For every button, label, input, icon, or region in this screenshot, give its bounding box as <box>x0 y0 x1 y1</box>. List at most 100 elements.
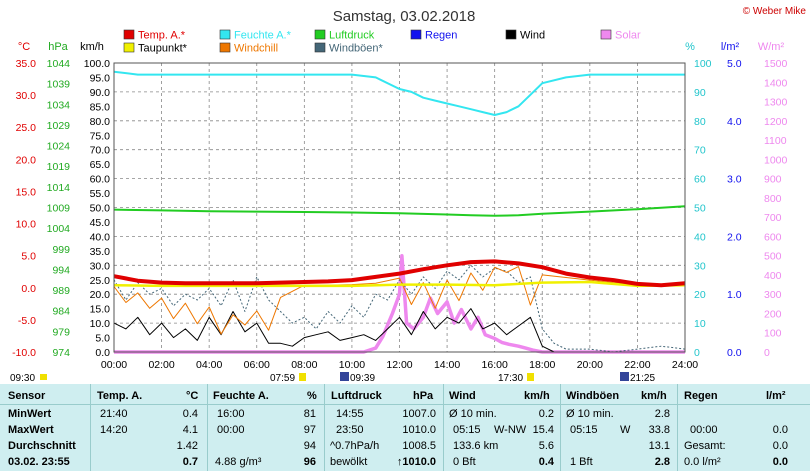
rain-axis-tick: 0.0 <box>727 347 742 359</box>
legend-swatch <box>219 29 231 40</box>
legend-swatch <box>219 42 231 53</box>
now-press-value: ↑1010.0 <box>396 456 436 468</box>
max-temp-value: 4.1 <box>182 424 198 436</box>
legend-label: Windchill <box>234 43 278 55</box>
legend-label: Luftdruck <box>329 30 375 42</box>
temp-axis-tick: 30.0 <box>16 90 37 102</box>
min-wind-label: Ø 10 min. <box>449 408 497 420</box>
temp-axis-tick: 35.0 <box>16 58 37 70</box>
hpa-axis-tick: 1019 <box>47 161 71 173</box>
x-axis-tick: 16:00 <box>482 359 508 371</box>
kmh-axis-tick: 100.0 <box>84 58 110 70</box>
hpa-axis-tick: 979 <box>52 326 70 338</box>
avg-wind-distance: 133.6 km <box>453 440 499 452</box>
kmh-axis-tick: 95.0 <box>90 72 111 84</box>
kmh-axis-tick: 45.0 <box>90 217 111 229</box>
min-press-value: 1007.0 <box>402 408 436 420</box>
series-line-feuchte-a <box>113 70 685 116</box>
solar-axis-tick: 500 <box>764 251 782 263</box>
x-axis-tick: 02:00 <box>148 359 174 371</box>
series-line-solar <box>114 253 685 354</box>
max-press-time: 23:50 <box>336 424 364 436</box>
hpa-axis-tick: 1029 <box>47 120 71 132</box>
min-hum-time: 16:00 <box>217 408 245 420</box>
row-label-avg: Durchschnitt <box>8 440 76 452</box>
header-rain: Regen <box>684 390 718 402</box>
legend-label: Taupunkt* <box>138 43 188 55</box>
hpa-axis-tick: 1039 <box>47 79 71 91</box>
legend-label: Temp. A.* <box>138 30 186 42</box>
hpa-axis-tick: 994 <box>52 264 70 276</box>
marker-noon-icon <box>527 373 534 381</box>
series-line-taupunkt <box>113 280 686 288</box>
hpa-axis-tick: 1034 <box>47 99 71 111</box>
kmh-axis-tick: 70.0 <box>90 145 111 157</box>
marker-sunrise: 07:59 <box>270 373 295 384</box>
legend-label: Regen <box>425 30 457 42</box>
marker-mid-icon <box>340 372 349 381</box>
legend-swatch <box>314 29 326 40</box>
marker-mid: 09:39 <box>350 373 375 384</box>
row-label-max: MaxWert <box>8 424 54 436</box>
marker-left-icon <box>40 374 47 380</box>
kmh-axis-tick: 60.0 <box>90 174 111 186</box>
solar-axis-tick: 800 <box>764 193 782 205</box>
header-wind: Wind <box>449 390 476 402</box>
marker-left: 09:30 <box>10 373 35 384</box>
min-temp-value: 0.4 <box>182 408 198 420</box>
series-line-windb-en <box>113 264 686 353</box>
x-axis-tick: 08:00 <box>291 359 317 371</box>
temp-axis-tick: 10.0 <box>16 219 37 231</box>
x-axis-tick: 04:00 <box>196 359 222 371</box>
pct-axis-tick: 80 <box>694 116 706 128</box>
max-wind-time: 05:15 <box>453 424 481 436</box>
pct-axis-unit: % <box>685 41 695 53</box>
header-sensor: Sensor <box>8 390 46 402</box>
col-separator <box>443 384 444 471</box>
series-line-windchill <box>113 266 686 335</box>
temp-axis-tick: 0.0 <box>21 283 36 295</box>
solar-axis-tick: 400 <box>764 270 782 282</box>
temp-axis-unit: °C <box>18 41 30 53</box>
solar-axis-tick: 0 <box>764 347 770 359</box>
hpa-axis-tick: 1009 <box>47 203 71 215</box>
min-temp-time: 21:40 <box>100 408 128 420</box>
copyright-text: © Weber Mike <box>743 6 807 17</box>
col-separator <box>207 384 208 471</box>
x-axis-tick: 00:00 <box>101 359 127 371</box>
avg-wind-value: 5.6 <box>538 440 554 452</box>
pct-axis-tick: 90 <box>694 87 706 99</box>
min-gust-value: 2.8 <box>654 408 670 420</box>
kmh-axis-unit: km/h <box>80 41 104 53</box>
legend-swatch <box>123 29 135 40</box>
x-axis-tick: 10:00 <box>339 359 365 371</box>
legend-label: Feuchte A.* <box>234 30 292 42</box>
solar-axis-tick: 600 <box>764 231 782 243</box>
now-wind-bft: 0 Bft <box>453 456 476 468</box>
row-label-min: MinWert <box>8 408 52 420</box>
col-separator <box>560 384 561 471</box>
solar-axis-tick: 1000 <box>764 154 788 166</box>
legend-label: Wind <box>520 30 545 42</box>
hpa-axis-unit: hPa <box>48 41 68 53</box>
kmh-axis-tick: 30.0 <box>90 260 111 272</box>
x-axis-tick: 12:00 <box>386 359 412 371</box>
legend-swatch <box>505 29 517 40</box>
pct-axis-tick: 40 <box>694 231 706 243</box>
kmh-axis-tick: 90.0 <box>90 87 111 99</box>
kmh-axis-tick: 35.0 <box>90 246 111 258</box>
now-temp-value: 0.7 <box>182 456 198 468</box>
rain-axis-tick: 1.0 <box>727 289 742 301</box>
avg-gust-value: 13.1 <box>648 440 670 452</box>
solar-axis-tick: 100 <box>764 328 782 340</box>
kmh-axis-tick: 25.0 <box>90 275 111 287</box>
pct-axis-tick: 70 <box>694 145 706 157</box>
hpa-axis-tick: 984 <box>52 306 70 318</box>
legend-swatch <box>123 42 135 53</box>
solar-axis-tick: 200 <box>764 308 782 320</box>
hpa-axis-tick: 974 <box>52 347 70 359</box>
solar-axis-tick: 1400 <box>764 77 788 89</box>
kmh-axis-tick: 0.0 <box>95 347 110 359</box>
solar-axis-unit: W/m² <box>758 41 785 53</box>
x-axis-tick: 24:00 <box>672 359 698 371</box>
